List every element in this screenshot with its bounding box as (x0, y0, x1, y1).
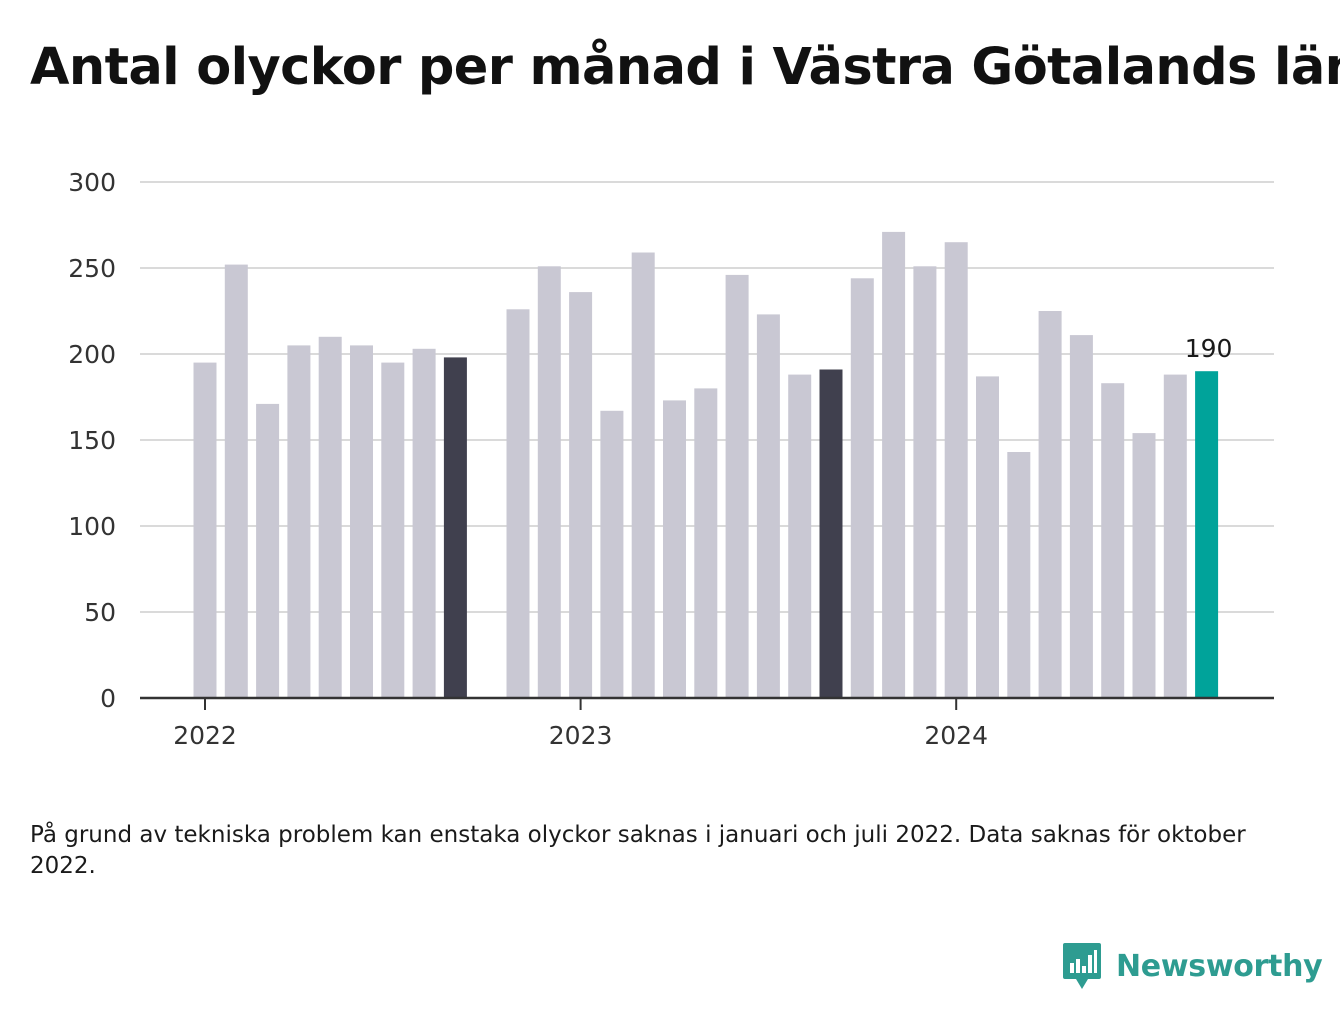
bar-2022-11 (506, 309, 530, 698)
x-tick-label: 2024 (924, 721, 988, 750)
bar-2023-09 (819, 369, 843, 698)
bar-2024-08 (1163, 374, 1187, 698)
x-axis-ticks: 2022 2023 2024 (173, 698, 988, 750)
y-axis-ticks: 0 50 100 150 200 250 300 (68, 168, 116, 713)
y-tick-label: 150 (68, 426, 116, 455)
bar-2022-02 (224, 264, 248, 698)
x-tick-label: 2023 (549, 721, 613, 750)
bar-2024-07 (1132, 433, 1156, 698)
y-tick-label: 300 (68, 168, 116, 197)
bar-2024-02 (976, 376, 999, 698)
y-tick-label: 250 (68, 254, 116, 283)
bar-2023-04 (663, 400, 686, 698)
bar-2022-04 (287, 345, 311, 698)
bar-2023-02 (600, 410, 624, 698)
bar-2022-05 (318, 336, 342, 698)
bar-2023-07 (756, 314, 780, 698)
bar-2023-12 (913, 266, 937, 698)
bar-2023-11 (882, 231, 906, 698)
bar-2023-03 (631, 252, 655, 698)
bars (193, 231, 1219, 698)
newsworthy-logo[interactable]: Newsworthy (1062, 940, 1323, 992)
bar-2024-04 (1038, 311, 1062, 698)
value-label-latest: 190 (1185, 334, 1233, 363)
y-tick-label: 50 (84, 598, 116, 627)
bar-2023-06 (725, 274, 749, 698)
value-labels: 190 (1185, 334, 1233, 363)
bar-2022-01 (193, 362, 217, 698)
bar-2023-08 (788, 374, 812, 698)
bar-2022-07 (381, 362, 405, 698)
chart-title: Antal olyckor per månad i Västra Götalan… (30, 38, 1340, 97)
bar-2022-06 (350, 345, 373, 698)
bar-2022-08 (412, 348, 436, 698)
bar-2024-01 (944, 242, 968, 698)
bar-2022-03 (256, 403, 280, 698)
y-tick-label: 100 (68, 512, 116, 541)
bar-2023-01 (569, 292, 593, 698)
bar-2022-12 (537, 266, 561, 698)
bar-chart: 0 50 100 150 200 250 300 2022 2023 2024 190 (68, 168, 1274, 750)
bar-chart-speech-bubble-icon (1063, 943, 1101, 989)
bar-2023-10 (850, 278, 874, 698)
bar-2022-09 (443, 357, 467, 698)
bar-2024-03 (1007, 452, 1031, 698)
x-tick-label: 2022 (173, 721, 237, 750)
footnote: På grund av tekniska problem kan enstaka… (30, 822, 1246, 879)
y-tick-label: 200 (68, 340, 116, 369)
bar-2024-06 (1101, 383, 1125, 698)
bar-2024-05 (1069, 335, 1093, 698)
y-tick-label: 0 (100, 684, 116, 713)
bar-2024-09 (1195, 371, 1219, 698)
bar-2023-05 (694, 388, 718, 698)
brand-name: Newsworthy (1116, 948, 1323, 984)
